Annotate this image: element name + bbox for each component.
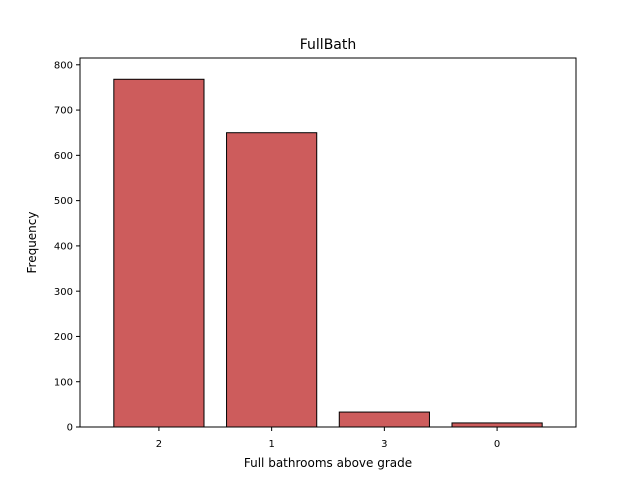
y-tick-label: 600	[54, 151, 73, 162]
y-tick-label: 800	[54, 60, 73, 71]
x-tick-label: 0	[494, 439, 500, 450]
axes-frame	[79, 57, 577, 428]
x-tick-label: 2	[156, 439, 162, 450]
bar-0	[451, 422, 543, 428]
x-tick-label: 3	[381, 439, 387, 450]
y-tick-label: 400	[54, 242, 73, 253]
x-axis-label: Full bathrooms above grade	[244, 456, 412, 470]
chart-title: FullBath	[300, 37, 357, 53]
y-axis-label: Frequency	[25, 212, 39, 274]
x-axis-ticks: 2 1 3 0	[156, 427, 500, 450]
y-tick-label: 700	[54, 106, 73, 117]
y-tick-label: 500	[54, 196, 73, 207]
y-tick-label: 200	[54, 332, 73, 343]
y-tick-label: 0	[67, 423, 73, 434]
y-tick-label: 300	[54, 287, 73, 298]
bar-1	[226, 132, 318, 428]
bar-2	[113, 78, 205, 428]
y-axis-ticks: 0 100 200 300 400 500 600 700 800	[54, 60, 80, 434]
bars-layer	[113, 78, 543, 428]
x-tick-label: 1	[268, 439, 274, 450]
y-tick-label: 100	[54, 377, 73, 388]
bar-3	[338, 411, 430, 428]
